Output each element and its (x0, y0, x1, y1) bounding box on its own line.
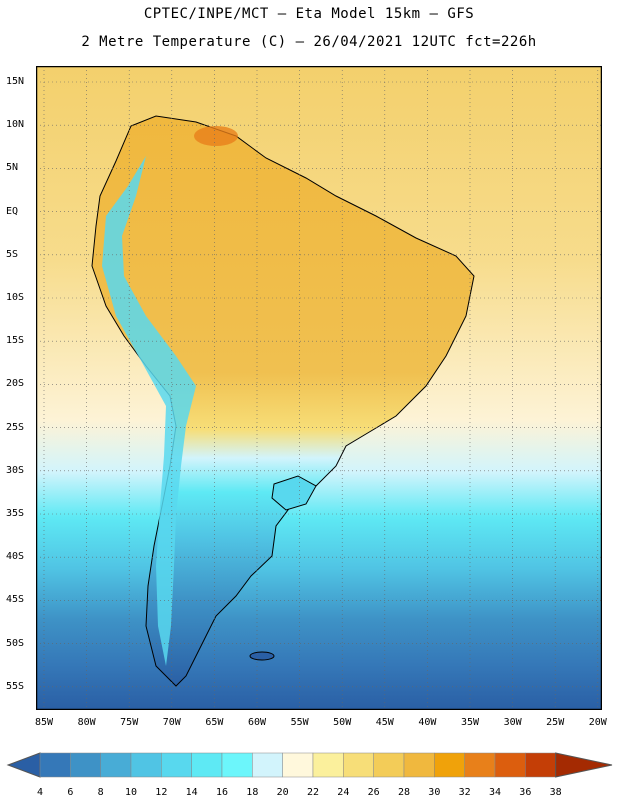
longitude-label: 80W (77, 717, 96, 728)
colorbar-segment (403, 752, 435, 778)
colorbar-segment (70, 752, 101, 778)
uruguay-region (271, 475, 317, 511)
longitude-label: 85W (34, 717, 54, 728)
longitude-label: 60W (247, 717, 267, 728)
longitude-label: 55W (290, 717, 309, 728)
latitude-label: 15N (6, 76, 25, 87)
temperature-colorbar (6, 752, 613, 778)
latitude-label: 25S (6, 421, 25, 433)
colorbar-segment (464, 752, 496, 778)
colorbar-tick-label: 24 (337, 787, 350, 798)
colorbar-segment (39, 752, 71, 778)
colorbar-tick-label: 38 (549, 787, 562, 798)
colorbar-tick-label: 34 (488, 787, 502, 798)
latitude-label: 10N (6, 119, 25, 131)
hot-spot (194, 126, 238, 146)
colorbar-segment (494, 752, 526, 778)
colorbar-tick-label: 6 (67, 787, 74, 798)
colorbar-segment (282, 752, 314, 778)
longitude-label: 20W (588, 717, 607, 728)
latitude-label: 10S (6, 292, 25, 303)
colorbar-segment (191, 752, 223, 778)
colorbar-tick-label: 28 (397, 787, 411, 798)
colorbar-tick-label: 30 (428, 787, 441, 798)
latitude-label: 5S (6, 248, 19, 260)
colorbar-segment (434, 752, 465, 778)
colorbar-tick-label: 12 (155, 787, 168, 798)
colorbar-high-arrow (555, 752, 613, 778)
colorbar-segment (525, 752, 556, 778)
colorbar-segment (100, 752, 132, 778)
colorbar-segment (161, 752, 192, 778)
latitude-label: 45S (6, 594, 25, 606)
longitude-label: 25W (546, 717, 565, 728)
longitude-label: 70W (162, 717, 181, 728)
map-title: CPTEC/INPE/MCT – Eta Model 15km – GFS (143, 6, 475, 22)
colorbar-segment (130, 752, 162, 778)
falkland-islands (249, 651, 275, 661)
latitude-label: 30S (6, 464, 25, 476)
colorbar-segment (312, 752, 344, 778)
latitude-label: 5N (6, 162, 19, 174)
map-border (36, 66, 602, 710)
latitude-label: 50S (6, 637, 25, 649)
colorbar-tick-label: 10 (124, 787, 138, 798)
andes-ridge (102, 156, 196, 666)
longitude-label: 35W (460, 717, 480, 728)
colorbar-low-arrow (6, 752, 41, 778)
latitude-label: 55S (6, 680, 25, 692)
latitude-label: 15S (6, 335, 25, 347)
map-subtitle: 2 Metre Temperature (C) – 26/04/2021 12U… (81, 34, 537, 50)
colorbar-tick-label: 4 (36, 787, 44, 798)
graticule (36, 66, 602, 710)
latitude-label: EQ (6, 205, 19, 217)
colorbar-tick-label: 32 (458, 787, 471, 798)
longitude-label: 75W (120, 717, 139, 728)
longitude-label: 40W (418, 717, 437, 728)
latitude-label: 35S (6, 508, 25, 519)
longitude-label: 30W (503, 717, 522, 728)
colorbar-tick-label: 22 (306, 787, 320, 798)
colorbar-tick-label: 14 (185, 787, 198, 798)
colorbar-tick-label: 20 (276, 787, 289, 798)
longitude-label: 50W (333, 717, 352, 728)
colorbar-segment (221, 752, 253, 778)
latitude-label: 20S (6, 378, 25, 390)
colorbar-tick-label: 36 (519, 787, 532, 798)
longitude-label: 65W (205, 717, 224, 728)
colorbar-tick-label: 18 (246, 787, 259, 798)
longitude-label: 45W (375, 717, 394, 728)
colorbar-tick-label: 26 (367, 787, 380, 798)
colorbar-segment (373, 752, 405, 778)
colorbar-segment (343, 752, 374, 778)
colorbar-segment (252, 752, 283, 778)
latitude-label: 40S (6, 551, 25, 563)
temperature-map (36, 66, 602, 710)
colorbar-tick-label: 8 (97, 787, 104, 798)
colorbar-tick-label: 16 (215, 787, 229, 798)
